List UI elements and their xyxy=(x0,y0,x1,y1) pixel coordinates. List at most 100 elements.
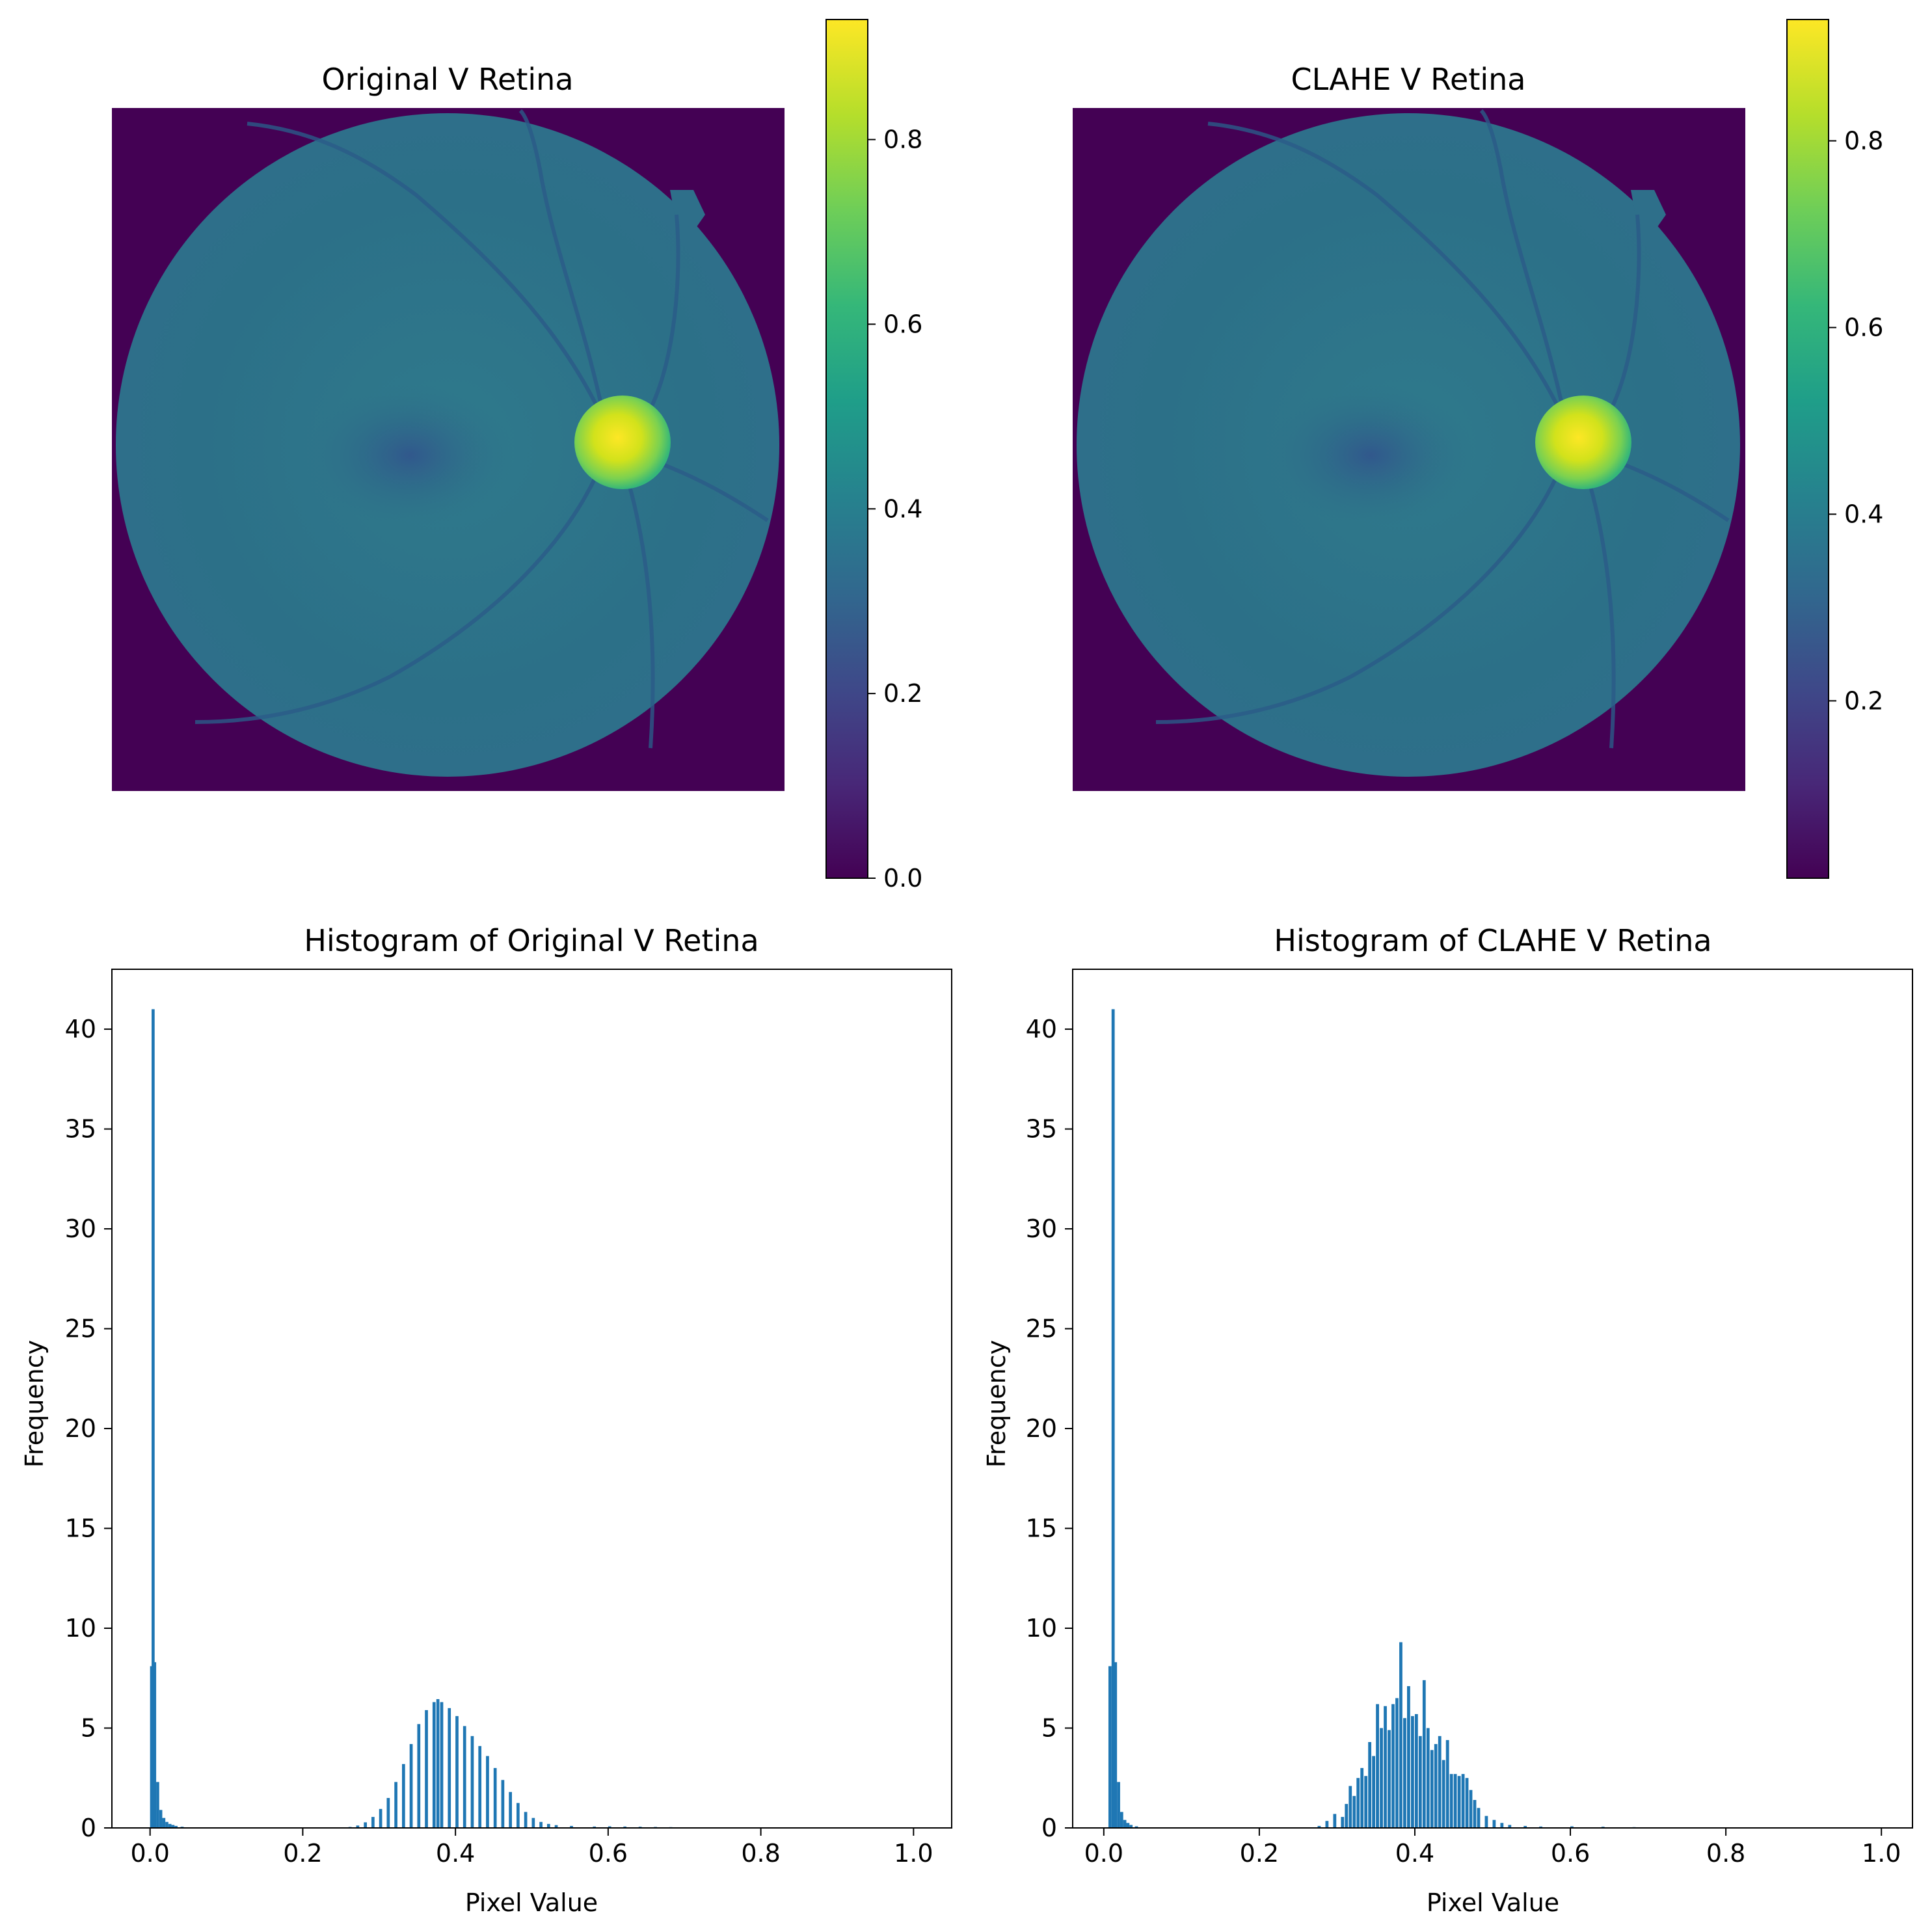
histogram-bar xyxy=(174,1825,178,1828)
histogram-bar xyxy=(168,1823,172,1828)
histogram-bar xyxy=(1426,1728,1430,1828)
histogram-bar xyxy=(1341,1817,1345,1828)
image-panel-original: Original V Retina 0.0 0.2 0.4 0.6 0.8 xyxy=(112,19,922,892)
histogram-bar xyxy=(1465,1778,1469,1828)
histogram-bar xyxy=(1352,1795,1356,1828)
histogram-bar xyxy=(1333,1814,1337,1828)
histogram-title-clahe: Histogram of CLAHE V Retina xyxy=(1274,923,1711,958)
y-tick-label: 30 xyxy=(65,1214,96,1243)
y-tick-label: 0 xyxy=(81,1814,96,1842)
histogram-bar xyxy=(379,1808,382,1828)
histogram-bar xyxy=(463,1726,466,1828)
histogram-bar xyxy=(1410,1716,1414,1828)
histogram-bar xyxy=(478,1746,482,1828)
y-tick-label: 0 xyxy=(1041,1814,1057,1842)
histogram-bar xyxy=(386,1797,390,1828)
y-tick-label: 5 xyxy=(81,1714,96,1743)
histogram-bar xyxy=(1368,1742,1372,1828)
y-tick-label: 20 xyxy=(65,1414,96,1443)
x-tick-label: 0.6 xyxy=(589,1839,628,1868)
histogram-bar xyxy=(1134,1826,1138,1828)
histogram-bar xyxy=(1434,1744,1438,1828)
histogram-bar xyxy=(1325,1821,1329,1828)
histogram-bar xyxy=(1438,1736,1442,1828)
histogram-bar xyxy=(371,1817,375,1828)
x-axis-label-original: Pixel Value xyxy=(465,1888,598,1917)
histogram-bar xyxy=(1453,1774,1457,1828)
histogram-bar xyxy=(1418,1736,1422,1828)
histogram-bar xyxy=(165,1821,168,1828)
histogram-bar xyxy=(1360,1767,1364,1828)
histogram-bar xyxy=(1129,1825,1133,1828)
histogram-bar xyxy=(436,1699,440,1828)
y-tick-label: 15 xyxy=(65,1514,96,1543)
histogram-bar xyxy=(1123,1819,1127,1828)
y-tick-label: 25 xyxy=(1026,1315,1057,1343)
histogram-bar xyxy=(409,1744,413,1828)
y-axis-label-original: Frequency xyxy=(20,1340,49,1468)
histogram-bar xyxy=(1345,1804,1348,1828)
histogram-bar xyxy=(1376,1704,1379,1828)
colorbar-tick-label: 0.8 xyxy=(883,126,922,154)
histogram-bar xyxy=(1372,1756,1375,1828)
histogram-bar xyxy=(153,1662,157,1828)
x-tick-label: 0.4 xyxy=(1395,1839,1434,1868)
histogram-bar xyxy=(554,1825,558,1828)
histogram-bar xyxy=(1348,1786,1352,1828)
y-tick-label: 40 xyxy=(1026,1015,1057,1043)
axes-frame xyxy=(1072,969,1913,1829)
histogram-bar xyxy=(509,1791,512,1828)
histogram-bar xyxy=(1457,1776,1461,1828)
histogram-bar xyxy=(156,1782,159,1828)
histogram-bar xyxy=(1539,1826,1542,1828)
histogram-bar xyxy=(1484,1816,1488,1828)
colorbar-tick-label: 0.2 xyxy=(1844,686,1883,715)
colorbar-ticks-original: 0.0 0.2 0.4 0.6 0.8 xyxy=(868,126,922,892)
histogram-bar xyxy=(1500,1823,1504,1828)
histogram-bar xyxy=(1477,1808,1481,1828)
histogram-bar xyxy=(593,1826,597,1828)
histogram-bar xyxy=(570,1825,573,1828)
x-tick-label: 1.0 xyxy=(1862,1839,1901,1868)
histogram-bar xyxy=(470,1736,474,1828)
histogram-bar xyxy=(1442,1760,1445,1828)
histogram-bar xyxy=(440,1702,444,1828)
histogram-bar xyxy=(1317,1825,1321,1828)
histogram-bar xyxy=(1403,1718,1406,1828)
histogram-bar xyxy=(517,1803,520,1828)
histogram-bar xyxy=(1492,1819,1496,1828)
x-tick-label: 0.2 xyxy=(283,1839,322,1868)
axes-frame xyxy=(111,969,952,1829)
histogram-bar xyxy=(1449,1774,1453,1828)
histogram-bar xyxy=(417,1724,421,1828)
histogram-plot-original: 0.0 0.2 0.4 0.6 0.8 1.0 0 5 10 15 20 25 30 35 40 xyxy=(65,969,952,1868)
y-tick-label: 25 xyxy=(65,1315,96,1343)
colorbar-tick-label: 0.0 xyxy=(883,864,922,892)
image-title-original: Original V Retina xyxy=(321,62,573,97)
histogram-bar xyxy=(1422,1680,1426,1828)
histogram-bar xyxy=(1407,1686,1410,1828)
histogram-bar xyxy=(1570,1826,1574,1828)
y-tick-label: 35 xyxy=(65,1115,96,1144)
histogram-bar xyxy=(1120,1812,1123,1828)
histogram-bar xyxy=(486,1756,489,1828)
histogram-bar xyxy=(425,1710,428,1828)
colorbar-tick-label: 0.2 xyxy=(883,679,922,708)
histogram-bar xyxy=(1523,1825,1527,1828)
histogram-bar xyxy=(1126,1823,1130,1828)
y-tick-label: 10 xyxy=(1026,1614,1057,1643)
histogram-bar xyxy=(171,1825,175,1828)
histogram-bar xyxy=(356,1825,360,1828)
colorbar-ticks-clahe: 0.2 0.4 0.6 0.8 xyxy=(1829,127,1883,715)
histogram-plot-clahe: 0.0 0.2 0.4 0.6 0.8 1.0 0 5 10 15 20 25 30 35 40 xyxy=(1026,969,1913,1868)
histogram-bar xyxy=(394,1782,397,1828)
histogram-bar xyxy=(493,1767,497,1828)
histogram-bar xyxy=(162,1818,166,1828)
histogram-bar xyxy=(1391,1704,1395,1828)
colorbar-tick-label: 0.8 xyxy=(1844,127,1883,155)
histogram-bar xyxy=(501,1780,505,1828)
histogram-bar xyxy=(1414,1714,1418,1828)
histogram-bar xyxy=(432,1702,436,1828)
y-tick-label: 5 xyxy=(1041,1714,1057,1743)
colorbar-tick-label: 0.6 xyxy=(1844,313,1883,342)
